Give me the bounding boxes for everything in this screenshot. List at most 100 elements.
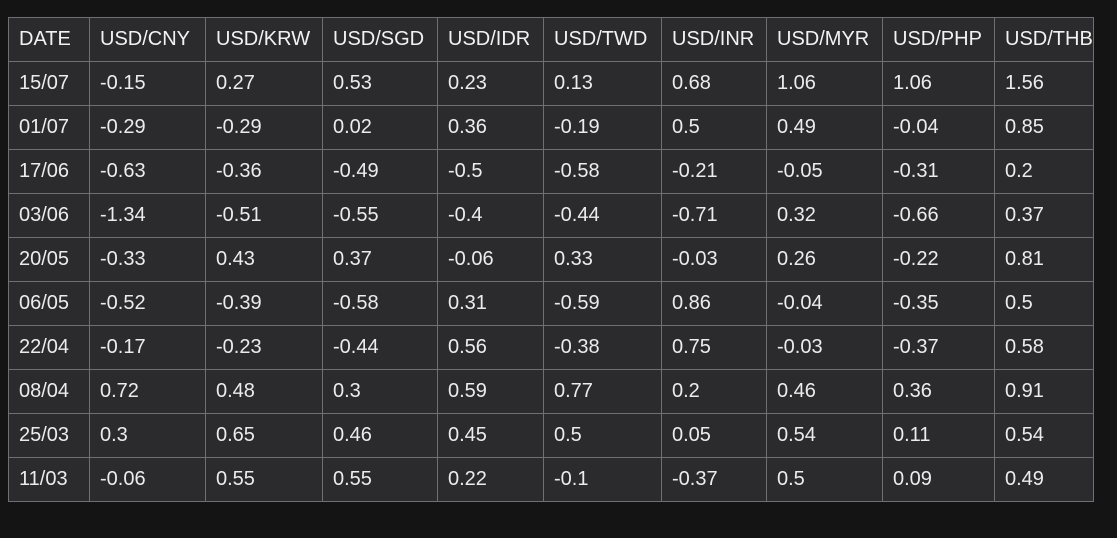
value-cell: -0.71 bbox=[661, 193, 767, 238]
value-cell: -0.1 bbox=[543, 457, 662, 502]
value-cell: 1.56 bbox=[994, 61, 1094, 106]
value-cell: -0.29 bbox=[89, 105, 206, 150]
column-header: USD/THB bbox=[994, 17, 1094, 62]
value-cell: -0.66 bbox=[882, 193, 995, 238]
date-cell: 01/07 bbox=[8, 105, 90, 150]
value-cell: 0.54 bbox=[994, 413, 1094, 458]
value-cell: -0.35 bbox=[882, 281, 995, 326]
value-cell: 0.23 bbox=[437, 61, 544, 106]
column-header: USD/KRW bbox=[205, 17, 323, 62]
date-cell: 17/06 bbox=[8, 149, 90, 194]
table-row: 25/03 0.3 0.65 0.46 0.45 0.5 0.05 0.54 0.11 0.54 bbox=[8, 413, 1094, 458]
column-header: USD/SGD bbox=[322, 17, 438, 62]
date-cell: 11/03 bbox=[8, 457, 90, 502]
value-cell: -0.37 bbox=[661, 457, 767, 502]
table-row: 03/06 -1.34 -0.51 -0.55 -0.4 -0.44 -0.71 0.32 -0… bbox=[8, 193, 1094, 238]
value-cell: 0.55 bbox=[322, 457, 438, 502]
value-cell: 0.49 bbox=[766, 105, 883, 150]
value-cell: 0.2 bbox=[661, 369, 767, 414]
value-cell: -0.55 bbox=[322, 193, 438, 238]
value-cell: 0.3 bbox=[322, 369, 438, 414]
value-cell: -0.39 bbox=[205, 281, 323, 326]
value-cell: -0.06 bbox=[437, 237, 544, 282]
value-cell: -0.33 bbox=[89, 237, 206, 282]
value-cell: -0.51 bbox=[205, 193, 323, 238]
value-cell: -0.36 bbox=[205, 149, 323, 194]
value-cell: 0.81 bbox=[994, 237, 1094, 282]
value-cell: 0.26 bbox=[766, 237, 883, 282]
table-row: 17/06 -0.63 -0.36 -0.49 -0.5 -0.58 -0.21 -0.05-… bbox=[8, 149, 1094, 194]
fx-change-table: DATE USD/CNY USD/KRW USD/SGD USD/IDR USD/TWD U… bbox=[8, 17, 1094, 502]
value-cell: -0.03 bbox=[766, 325, 883, 370]
value-cell: -0.21 bbox=[661, 149, 767, 194]
value-cell: -0.17 bbox=[89, 325, 206, 370]
value-cell: -0.52 bbox=[89, 281, 206, 326]
value-cell: 0.68 bbox=[661, 61, 767, 106]
value-cell: 0.13 bbox=[543, 61, 662, 106]
date-cell: 25/03 bbox=[8, 413, 90, 458]
value-cell: 0.36 bbox=[882, 369, 995, 414]
column-header: USD/INR bbox=[661, 17, 767, 62]
table-row: 08/04 0.72 0.48 0.3 0.59 0.77 0.2 0.46 0.36 0.91 bbox=[8, 369, 1094, 414]
column-header: DATE bbox=[8, 17, 90, 62]
value-cell: 0.5 bbox=[543, 413, 662, 458]
value-cell: 0.37 bbox=[322, 237, 438, 282]
table-row: 06/05 -0.52 -0.39 -0.58 0.31 -0.59 0.86 -0.04 -0… bbox=[8, 281, 1094, 326]
value-cell: -0.59 bbox=[543, 281, 662, 326]
value-cell: 0.02 bbox=[322, 105, 438, 150]
value-cell: 0.86 bbox=[661, 281, 767, 326]
date-cell: 22/04 bbox=[8, 325, 90, 370]
value-cell: -0.38 bbox=[543, 325, 662, 370]
value-cell: -0.4 bbox=[437, 193, 544, 238]
value-cell: 0.37 bbox=[994, 193, 1094, 238]
column-header: USD/PHP bbox=[882, 17, 995, 62]
value-cell: -0.31 bbox=[882, 149, 995, 194]
value-cell: 0.43 bbox=[205, 237, 323, 282]
header-row: DATE USD/CNY USD/KRW USD/SGD USD/IDR USD/TWD U… bbox=[8, 17, 1094, 62]
column-header: USD/CNY bbox=[89, 17, 206, 62]
value-cell: 0.22 bbox=[437, 457, 544, 502]
table-row: 20/05 -0.33 0.43 0.37 -0.06 0.33 -0.03 0.26 -0.2… bbox=[8, 237, 1094, 282]
value-cell: 0.77 bbox=[543, 369, 662, 414]
value-cell: -1.34 bbox=[89, 193, 206, 238]
value-cell: -0.49 bbox=[322, 149, 438, 194]
value-cell: 0.09 bbox=[882, 457, 995, 502]
value-cell: -0.29 bbox=[205, 105, 323, 150]
value-cell: 0.58 bbox=[994, 325, 1094, 370]
value-cell: 0.27 bbox=[205, 61, 323, 106]
value-cell: 0.32 bbox=[766, 193, 883, 238]
value-cell: 0.5 bbox=[661, 105, 767, 150]
value-cell: -0.03 bbox=[661, 237, 767, 282]
value-cell: -0.58 bbox=[543, 149, 662, 194]
value-cell: 0.3 bbox=[89, 413, 206, 458]
value-cell: 0.2 bbox=[994, 149, 1094, 194]
value-cell: 0.46 bbox=[322, 413, 438, 458]
value-cell: 0.56 bbox=[437, 325, 544, 370]
value-cell: -0.04 bbox=[766, 281, 883, 326]
value-cell: 1.06 bbox=[882, 61, 995, 106]
value-cell: -0.06 bbox=[89, 457, 206, 502]
table-row: 01/07 -0.29 -0.29 0.02 0.36 -0.19 0.5 0.49 -0.04… bbox=[8, 105, 1094, 150]
value-cell: 0.05 bbox=[661, 413, 767, 458]
table-header: DATE USD/CNY USD/KRW USD/SGD USD/IDR USD/TWD U… bbox=[8, 17, 1094, 62]
date-cell: 03/06 bbox=[8, 193, 90, 238]
value-cell: 0.72 bbox=[89, 369, 206, 414]
value-cell: 0.46 bbox=[766, 369, 883, 414]
value-cell: -0.22 bbox=[882, 237, 995, 282]
table-row: 22/04 -0.17 -0.23 -0.44 0.56 -0.38 0.75 -0.03 -0… bbox=[8, 325, 1094, 370]
value-cell: -0.44 bbox=[322, 325, 438, 370]
value-cell: -0.23 bbox=[205, 325, 323, 370]
column-header: USD/TWD bbox=[543, 17, 662, 62]
value-cell: -0.04 bbox=[882, 105, 995, 150]
value-cell: 0.5 bbox=[766, 457, 883, 502]
column-header: USD/MYR bbox=[766, 17, 883, 62]
value-cell: 0.31 bbox=[437, 281, 544, 326]
value-cell: 0.11 bbox=[882, 413, 995, 458]
value-cell: -0.19 bbox=[543, 105, 662, 150]
column-header: USD/IDR bbox=[437, 17, 544, 62]
date-cell: 06/05 bbox=[8, 281, 90, 326]
value-cell: 0.49 bbox=[994, 457, 1094, 502]
value-cell: 0.48 bbox=[205, 369, 323, 414]
value-cell: 0.55 bbox=[205, 457, 323, 502]
value-cell: -0.37 bbox=[882, 325, 995, 370]
